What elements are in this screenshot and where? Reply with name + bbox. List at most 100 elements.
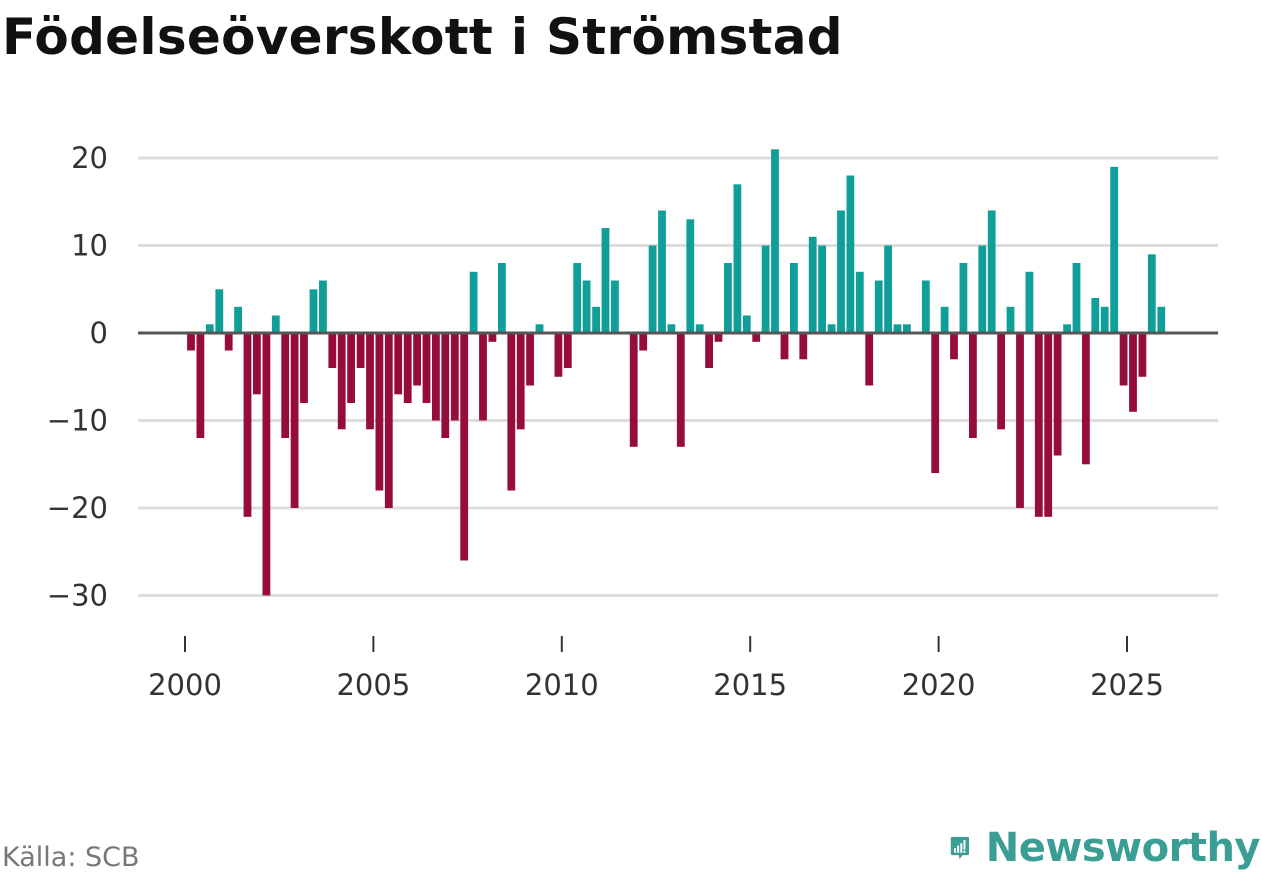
bar-negative [422, 333, 431, 403]
bar-positive [818, 245, 826, 333]
bar-negative [1138, 333, 1147, 377]
bar-positive [573, 263, 582, 333]
bar-negative [403, 333, 412, 403]
bar-positive [205, 324, 214, 334]
bar-positive [846, 175, 855, 333]
bar-negative [488, 333, 497, 342]
bar-positive [1147, 254, 1156, 334]
y-tick-label: 0 [90, 316, 108, 350]
bar-negative [262, 333, 271, 596]
bar-negative [224, 333, 233, 351]
bar-negative [356, 333, 365, 368]
bar-negative [441, 333, 450, 438]
bar-positive [234, 306, 242, 334]
bar-negative [705, 333, 713, 368]
bar-negative [1016, 333, 1024, 508]
bar-negative [1034, 333, 1043, 517]
bar-positive [893, 324, 902, 334]
bar-positive [978, 245, 987, 333]
bar-positive [761, 245, 770, 333]
bar-negative [243, 333, 252, 517]
y-tick-label: 20 [71, 141, 108, 175]
bar-negative [347, 333, 355, 403]
bar-negative [714, 333, 723, 342]
bar-positive [271, 315, 280, 333]
bar-negative [394, 333, 403, 395]
source-note: Källa: SCB [2, 842, 140, 873]
bar-positive [987, 210, 996, 333]
bar-positive [1025, 271, 1034, 334]
bar-negative [563, 333, 572, 368]
bar-positive [733, 184, 742, 334]
bar-negative [1082, 333, 1090, 465]
bar-positive [667, 324, 676, 334]
bar-positive [1100, 306, 1109, 334]
bar-positive [1072, 263, 1081, 333]
bar-negative [516, 333, 525, 430]
brand-name: Newsworthy [985, 825, 1261, 871]
bar-positive [1063, 324, 1071, 334]
bar-negative [187, 333, 195, 351]
bar-positive [790, 263, 798, 333]
bar-positive [686, 219, 695, 334]
x-tick-label: 2010 [525, 668, 599, 702]
x-tick-label: 2005 [336, 668, 410, 702]
bar-negative [432, 333, 440, 421]
bar-negative [639, 333, 648, 351]
bar-positive [1157, 306, 1166, 334]
bar-positive [808, 236, 817, 334]
y-tick-label: −30 [47, 579, 108, 613]
bar-negative [375, 333, 384, 491]
bar-negative [676, 333, 685, 447]
bar-negative [281, 333, 290, 438]
bar-negative [969, 333, 977, 438]
bar-negative [554, 333, 563, 377]
bar-positive [469, 271, 478, 334]
bar-negative [337, 333, 346, 430]
bar-positive [309, 289, 318, 334]
bar-positive [724, 263, 732, 333]
bar-negative [1129, 333, 1137, 412]
bar-positive [1110, 166, 1119, 334]
bar-positive [855, 271, 864, 334]
bar-negative [1044, 333, 1053, 517]
bar-positive [658, 210, 666, 333]
bar-positive [535, 324, 544, 334]
bar-negative [290, 333, 299, 508]
newsworthy-logo-icon [950, 836, 970, 860]
y-tick-label: −10 [47, 404, 108, 438]
bar-negative [413, 333, 421, 386]
bar-negative [384, 333, 393, 508]
bar-positive [592, 306, 600, 334]
bars-layer [187, 149, 1166, 596]
bar-positive [1091, 298, 1100, 333]
bar-positive [771, 149, 779, 334]
bar-negative [526, 333, 534, 386]
bar-negative [460, 333, 469, 561]
bar-negative [196, 333, 205, 438]
x-tick-label: 2015 [713, 668, 787, 702]
bar-positive [742, 315, 751, 333]
bar-positive [215, 289, 224, 334]
bar-negative [479, 333, 487, 421]
bar-negative [1119, 333, 1128, 386]
bar-positive [648, 245, 657, 333]
y-tick-label: 10 [71, 229, 108, 263]
bar-negative [799, 333, 808, 360]
bar-negative [780, 333, 789, 360]
bar-negative [629, 333, 638, 447]
x-tick-label: 2000 [148, 668, 222, 702]
bar-positive [582, 280, 591, 333]
bar-positive [921, 280, 930, 333]
y-tick-label: −20 [47, 491, 108, 525]
bar-negative [507, 333, 516, 491]
bar-positive [874, 280, 883, 333]
bar-positive [903, 324, 911, 334]
brand[interactable]: Newsworthy [950, 818, 1261, 878]
bar-negative [300, 333, 308, 403]
bar-negative [1053, 333, 1062, 456]
bar-negative [450, 333, 459, 421]
bar-negative [865, 333, 874, 386]
bar-positive [827, 324, 836, 334]
bar-positive [837, 210, 845, 333]
